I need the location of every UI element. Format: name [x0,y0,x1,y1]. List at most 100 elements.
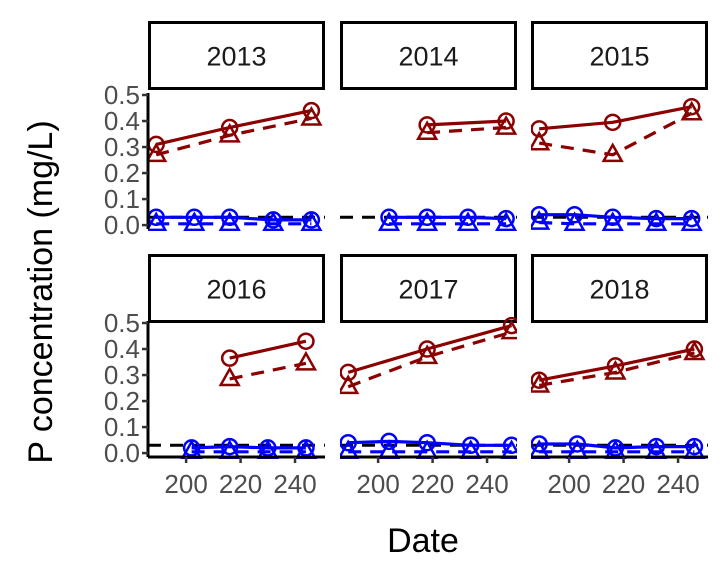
facet-strip-label: 2014 [398,42,458,72]
x-tick-label: 220 [602,469,645,499]
series-line-dark_red-solid [539,105,693,131]
data-point-triangle [218,211,241,231]
data-point-triangle [563,211,586,231]
facet-panel-2014: 2014 [340,21,517,231]
y-tick-label: 0.4 [104,106,140,136]
data-point-triangle [300,211,323,231]
facet-strip-label: 2015 [589,42,649,72]
y-tick-label: 0.5 [104,80,140,110]
data-point-triangle [680,211,703,231]
data-point-circle [531,371,548,389]
x-tick-label: 240 [273,469,316,499]
plot-area [148,101,325,231]
facet-strip-box [340,254,517,323]
data-point-circle [682,209,701,228]
facet-strip-label: 2017 [398,275,458,305]
facet-strip-box [531,21,708,90]
facet-panel-2018: 2018 [531,254,708,459]
data-point-triangle [377,211,401,231]
data-point-circle [531,120,548,138]
data-point-circle [497,209,515,228]
x-axis-title: Date [387,522,459,560]
facet-strip-box [340,21,517,90]
series-line-blue-solid [539,442,695,450]
data-point-circle [418,208,436,227]
facet-panel-2017: 2017 [340,254,517,459]
data-point-triangle [416,211,439,231]
data-point-circle [220,437,239,456]
data-point-triangle [183,211,206,231]
series-line-blue-dashed [539,220,692,226]
facet-strip-label: 2016 [206,275,266,305]
data-point-triangle [531,372,551,393]
data-point-triangle [601,211,624,231]
data-point-circle [565,205,584,224]
data-point-triangle [604,359,627,380]
data-point-circle [185,208,204,227]
data-point-circle [647,209,666,228]
data-point-triangle [340,374,360,395]
data-point-triangle [683,340,706,361]
series-line-blue-solid [191,445,306,450]
y-tick-label: 0.2 [104,386,140,416]
facet-strip-box [148,254,325,323]
plot-area [340,112,517,231]
data-point-circle [603,113,622,132]
data-point-circle [685,437,704,456]
x-tick-label: 240 [465,469,508,499]
data-point-triangle [494,115,517,135]
series-line-dark_red-dashed [155,116,312,157]
y-tick-label: 0.1 [104,184,140,214]
y-tick-label: 0.0 [104,438,140,468]
data-point-triangle [416,120,439,141]
facet-panel-2013: 2013 [148,21,325,231]
data-point-triangle [218,366,241,387]
data-point-circle [531,435,548,453]
data-point-circle [340,433,357,452]
data-point-circle [502,316,517,335]
data-point-triangle [148,142,168,163]
x-tick-label: 200 [356,469,399,499]
y-tick-label: 0.4 [104,334,140,364]
data-point-circle [568,435,587,453]
series-line-blue-solid [539,213,692,221]
x-tick-label: 200 [547,469,590,499]
x-tick-label: 220 [219,469,262,499]
data-point-circle [220,349,239,367]
data-point-circle [297,332,315,350]
series-line-blue-solid [156,215,312,222]
series-line-dark_red-dashed [538,111,693,157]
facet-panel-2016: 2016 [148,254,325,459]
data-point-triangle [300,105,323,126]
data-point-triangle [294,350,318,371]
series-line-dark_red-dashed [229,361,307,381]
data-point-circle [497,112,515,130]
data-point-triangle [495,211,517,231]
y-tick-label: 0.1 [104,412,140,442]
series-line-dark_red-solid [229,339,307,360]
series-line-dark_red-solid [427,119,507,127]
series-line-dark_red-solid [538,347,695,382]
data-point-circle [302,101,321,120]
series-line-dark_red-dashed [347,330,513,389]
x-tick-label: 220 [411,469,454,499]
facet-strip-label: 2018 [589,275,649,305]
data-point-triangle [601,142,624,163]
data-point-circle [340,363,357,382]
data-point-triangle [680,100,703,121]
facet-panel-2015: 2015 [531,21,708,231]
data-point-triangle [645,211,668,231]
x-tick-label: 200 [164,469,207,499]
data-point-triangle [456,211,480,231]
data-point-circle [380,432,398,451]
y-tick-label: 0.5 [104,308,140,338]
data-point-triangle [531,210,551,230]
plot-area [531,97,708,231]
plot-area [531,340,708,459]
data-point-circle [647,437,666,456]
data-point-triangle [416,344,439,365]
facet-strip-box [148,21,325,90]
facet-strip-label: 2013 [206,42,266,72]
